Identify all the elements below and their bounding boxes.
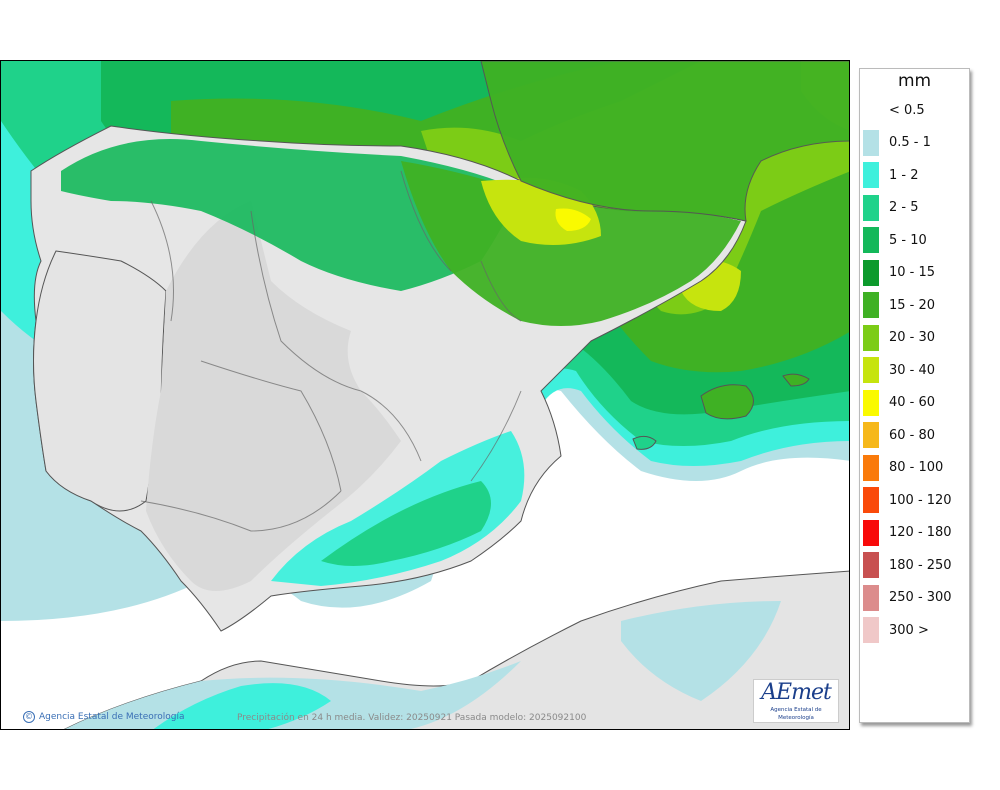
legend-label: 2 - 5 [889,200,919,215]
legend-swatch [863,324,879,351]
legend-swatch [863,519,879,546]
legend-label: 5 - 10 [889,232,927,248]
legend-item: 10 - 15 [863,259,936,286]
legend-swatch [863,227,879,253]
legend-item: 300 > [863,617,929,643]
legend-swatch [863,389,879,416]
dry-interior [146,201,401,591]
legend-item: 2 - 5 [863,194,919,221]
legend-label: 300 > [889,622,929,638]
legend-item: 1 - 2 [863,162,919,188]
legend-item: < 0.5 [863,97,925,123]
copyright-icon: © [23,711,35,723]
africa-rain-moderate [153,683,331,729]
legend-item: 120 - 180 [863,519,952,546]
map-caption: Precipitación en 24 h media. Validez: 20… [237,713,587,723]
legend-label: 60 - 80 [889,427,936,443]
legend-swatch [863,584,879,611]
legend-item: 180 - 250 [863,552,952,578]
logo-subtitle: Agencia Estatal de Meteorología [770,707,822,721]
legend-label: 15 - 20 [889,297,936,313]
legend-label: 30 - 40 [889,362,936,378]
legend-swatch [863,552,879,578]
aemet-credit: © Agencia Estatal de Meteorología [23,711,185,723]
legend-swatch [863,259,879,286]
southeast-rain-band [271,431,525,586]
legend-item: 40 - 60 [863,389,936,416]
legend-label: 10 - 15 [889,265,936,280]
legend-swatch [863,97,879,123]
portugal-land [33,250,167,512]
legend-label: 0.5 - 1 [889,135,931,150]
legend: mm < 0.5 0.5 - 1 1 - 2 2 - 5 5 - 10 10 - 15 15… [859,68,970,723]
legend-label: 40 - 60 [889,395,936,410]
legend-label: 100 - 120 [889,492,952,508]
legend-item: 5 - 10 [863,227,927,253]
legend-item: 30 - 40 [863,357,935,383]
legend-swatch [863,617,879,643]
balearic-ibiza [632,435,657,450]
legend-item: 15 - 20 [863,292,935,318]
legend-label: 180 - 250 [889,557,952,573]
legend-item: 20 - 30 [863,324,936,351]
precipitation-map[interactable]: © Agencia Estatal de Meteorología Precip… [0,60,850,730]
legend-swatch [863,292,879,318]
legend-label: 1 - 2 [889,167,919,183]
balearic-menorca [782,373,810,387]
legend-item: 250 - 300 [863,584,952,611]
legend-swatch [863,422,879,448]
region-boundaries [140,170,522,532]
legend-item: 80 - 100 [863,454,944,481]
africa-rain-east [621,601,781,701]
legend-label: < 0.5 [889,102,925,118]
aemet-logo: AEmet Agencia Estatal de Meteorología [753,679,839,723]
logo-mark: AEmet [761,680,832,705]
legend-swatch [863,487,879,513]
france-land [480,61,849,222]
legend-item: 100 - 120 [863,487,952,513]
legend-label: 80 - 100 [889,460,944,475]
legend-swatch [863,162,879,188]
legend-unit: mm [897,71,932,91]
balearic-mallorca [700,384,754,420]
legend-swatch [863,357,879,383]
map-graphic [1,61,849,729]
legend-label: 120 - 180 [889,525,952,540]
legend-swatch [863,454,879,481]
legend-label: 20 - 30 [889,330,936,345]
southeast-moderate-rain [321,481,491,566]
legend-swatch [863,129,879,156]
legend-item: 60 - 80 [863,422,935,448]
credit-text: Agencia Estatal de Meteorología [39,712,185,722]
legend-swatch [863,194,879,221]
legend-label: 250 - 300 [889,590,952,605]
legend-item: 0.5 - 1 [863,129,931,156]
pyrenees-peak-rain [555,208,591,231]
